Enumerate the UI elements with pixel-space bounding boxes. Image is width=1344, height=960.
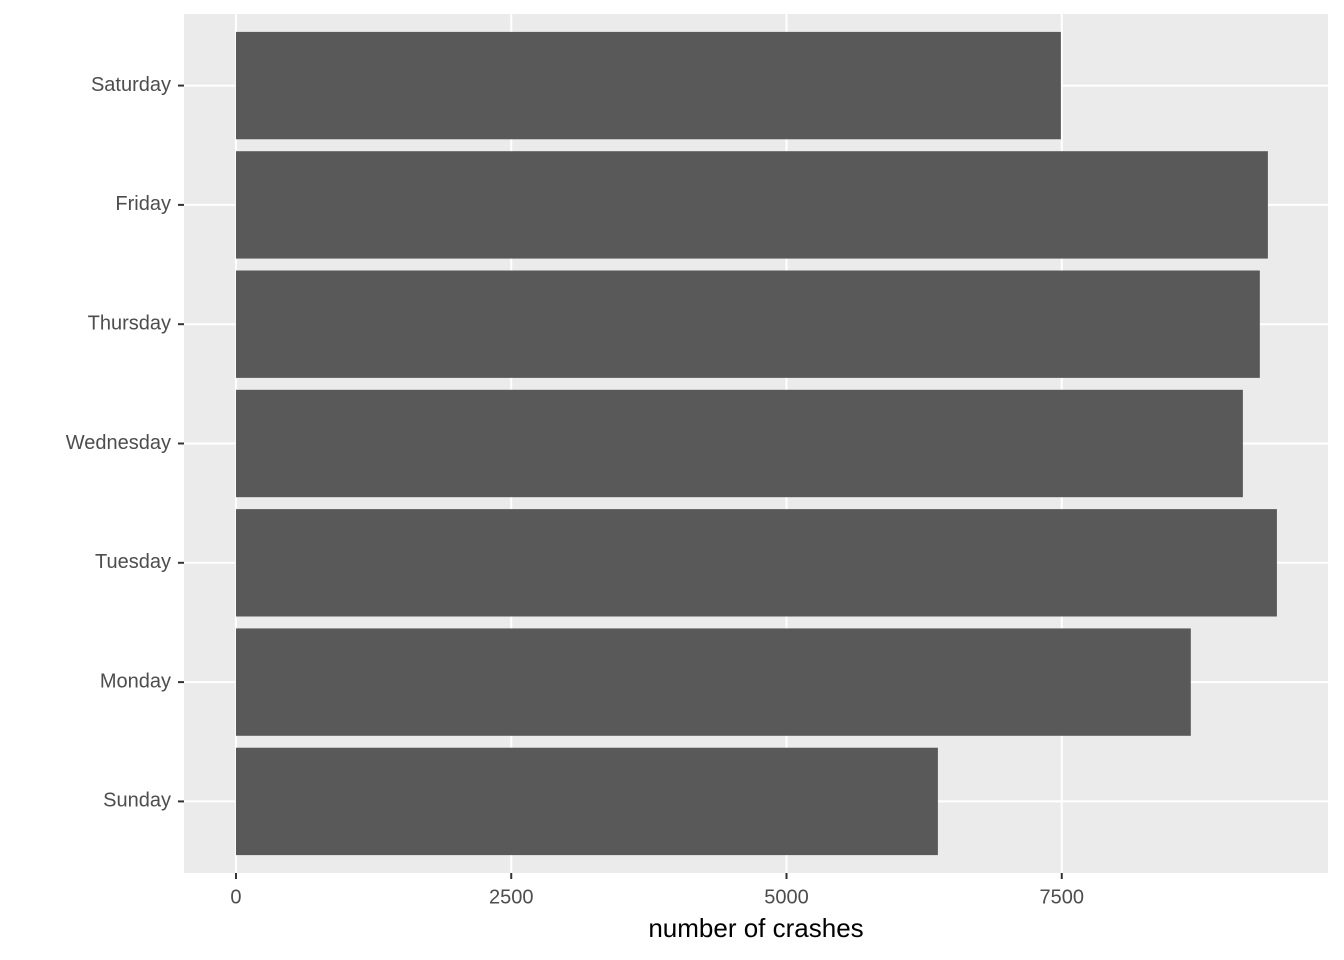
y-tick-label: Saturday <box>91 74 171 96</box>
y-tick-label: Sunday <box>103 790 171 812</box>
x-axis-title: number of crashes <box>648 913 863 943</box>
x-tick-label: 5000 <box>764 886 809 908</box>
x-tick-label: 7500 <box>1040 886 1085 908</box>
bar <box>235 509 1277 617</box>
y-tick-label: Wednesday <box>66 432 171 454</box>
bar <box>235 628 1191 736</box>
x-tick-label: 0 <box>230 886 241 908</box>
y-tick-label: Tuesday <box>95 551 171 573</box>
y-tick-label: Monday <box>100 670 171 692</box>
bar <box>235 270 1260 378</box>
bar <box>235 151 1268 259</box>
bar <box>235 31 1061 140</box>
bar <box>235 389 1243 498</box>
y-tick-label: Friday <box>115 193 171 215</box>
bar <box>235 747 938 856</box>
y-tick-label: Thursday <box>88 312 171 334</box>
x-tick-label: 2500 <box>489 886 534 908</box>
